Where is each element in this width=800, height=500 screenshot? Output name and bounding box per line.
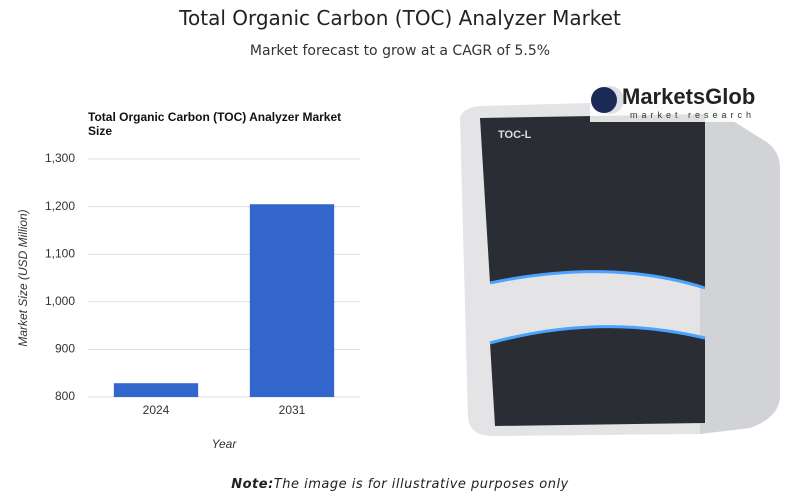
y-axis-label: Market Size (USD Million) bbox=[16, 209, 30, 346]
logo-tagline: market research bbox=[630, 110, 755, 120]
note-text: The image is for illustrative purposes o… bbox=[273, 477, 569, 492]
x-tick-label: 2031 bbox=[279, 403, 306, 417]
y-tick-label: 800 bbox=[55, 389, 75, 403]
x-axis-label: Year bbox=[212, 437, 238, 451]
device-glow bbox=[489, 270, 706, 290]
logo-name: MarketsGlob bbox=[622, 84, 755, 109]
x-tick-label: 2024 bbox=[143, 403, 170, 417]
device-label: TOC-L bbox=[498, 129, 532, 141]
page-title: Total Organic Carbon (TOC) Analyzer Mark… bbox=[179, 6, 621, 30]
y-tick-label: 1,100 bbox=[45, 246, 75, 260]
bar bbox=[113, 383, 199, 397]
chart-title: Total Organic Carbon (TOC) Analyzer Mark… bbox=[88, 110, 342, 138]
chart: 800 900 1,000 1,100 1,200 1,300 2024 2031 Year Ma… bbox=[16, 151, 360, 451]
y-tick-label: 1,300 bbox=[45, 151, 75, 165]
y-tick-label: 1,000 bbox=[45, 294, 75, 308]
y-tick-label: 900 bbox=[55, 342, 75, 356]
device-side bbox=[700, 100, 780, 434]
logo-bg bbox=[590, 78, 795, 122]
logo-globe bbox=[591, 87, 617, 113]
bar bbox=[249, 204, 335, 397]
device-panel bbox=[480, 114, 705, 288]
note: Note:The image is for illustrative purpo… bbox=[0, 477, 800, 492]
device-lower-panel bbox=[490, 326, 705, 426]
page-subtitle: Market forecast to grow at a CAGR of 5.5… bbox=[249, 43, 551, 59]
y-tick-label: 1,200 bbox=[45, 199, 75, 213]
device-glow bbox=[489, 325, 706, 345]
device-image: TOC-L MarketsGlob market research bbox=[460, 78, 795, 436]
note-label: Note: bbox=[231, 477, 274, 492]
